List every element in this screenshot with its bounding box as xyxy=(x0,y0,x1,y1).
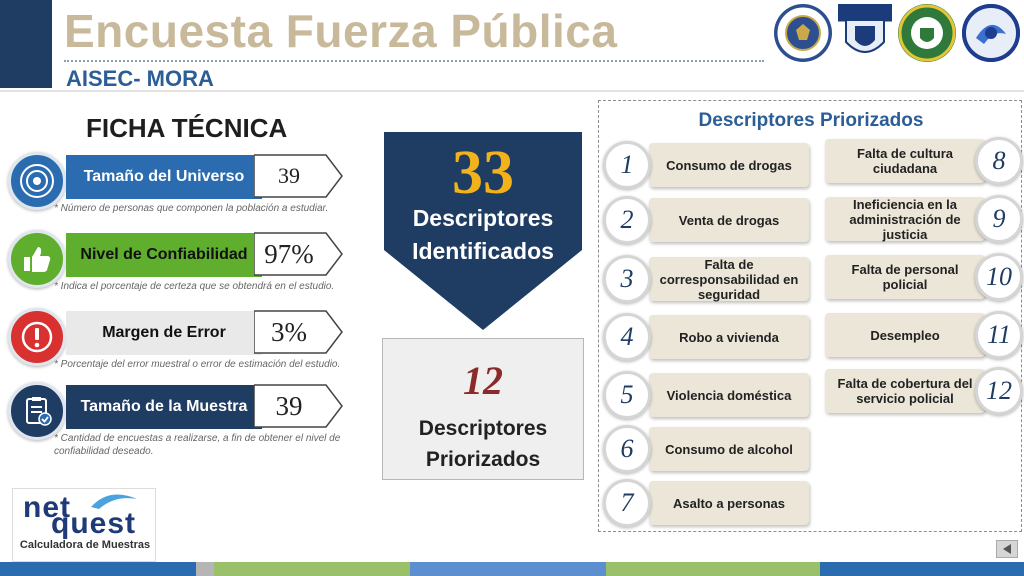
descriptor-label: Desempleo xyxy=(825,313,985,357)
ficha-value: 97% xyxy=(264,238,314,269)
descriptor-item: Consumo de drogas 1 xyxy=(601,141,813,189)
prioritized-label-line1: Descriptores xyxy=(418,417,548,440)
ficha-value-box: 39 xyxy=(254,383,344,429)
ficha-value-box: 39 xyxy=(254,153,344,199)
descriptor-label: Falta de cobertura del servicio policial xyxy=(825,369,985,413)
ficha-row-margen: Margen de Error 3% * Porcentaje del erro… xyxy=(8,308,358,370)
descriptor-number: 2 xyxy=(603,196,651,244)
ficha-tecnica-title: FICHA TÉCNICA xyxy=(86,113,288,143)
aisec-logo xyxy=(962,4,1020,62)
back-arrow-icon xyxy=(1003,544,1011,554)
descriptor-label: Falta de corresponsabilidad en seguridad xyxy=(649,257,809,302)
descriptor-label: Asalto a personas xyxy=(649,481,809,525)
ficha-value: 39 xyxy=(278,163,300,188)
descriptor-item: Falta de cobertura del servicio policial… xyxy=(599,367,1023,415)
footer-color-bar xyxy=(0,562,1024,576)
ficha-value: 3% xyxy=(271,316,307,347)
header-accent-block xyxy=(0,0,52,88)
page-title: Encuesta Fuerza Pública xyxy=(64,5,618,57)
netquest-logo-quest: quest xyxy=(51,507,137,540)
logo-strip xyxy=(774,4,1020,62)
prioritized-count: 12 xyxy=(463,358,503,403)
descriptor-number: 8 xyxy=(975,137,1023,185)
descriptor-label: Venta de drogas xyxy=(649,198,809,242)
header-rule xyxy=(0,90,1024,92)
ficha-label: Nivel de Confiabilidad xyxy=(66,233,262,277)
ficha-note: * Indica el porcentaje de certeza que se… xyxy=(54,281,335,292)
descriptor-number: 4 xyxy=(603,313,651,361)
descriptor-label: Violencia doméstica xyxy=(649,373,809,417)
prioritized-label: Descriptores Priorizados xyxy=(383,413,583,475)
previous-slide-button[interactable] xyxy=(996,540,1018,558)
descriptor-number: 7 xyxy=(603,479,651,527)
descriptor-number: 10 xyxy=(975,253,1023,301)
ficha-note: * Número de personas que componen la pob… xyxy=(54,203,329,214)
ficha-value-box: 3% xyxy=(254,309,344,355)
netquest-caption: Calculadora de Muestras xyxy=(19,539,151,551)
alert-icon xyxy=(8,308,66,366)
descriptor-number: 3 xyxy=(603,255,651,303)
descriptor-number: 9 xyxy=(975,195,1023,243)
ficha-row-universo: Tamaño del Universo 39 * Número de perso… xyxy=(8,152,358,214)
identified-label: Descriptores Identificados xyxy=(384,202,582,268)
descriptor-label: Falta de personal policial xyxy=(825,255,985,299)
netquest-logo-net: net xyxy=(23,491,71,524)
descriptor-label: Falta de cultura ciudadana xyxy=(825,139,985,183)
thumbs-up-icon xyxy=(8,230,66,288)
ficha-value-box: 97% xyxy=(254,231,344,277)
descriptor-item: Desempleo 11 xyxy=(599,311,1023,359)
descriptor-item: Consumo de alcohol 6 xyxy=(601,425,813,473)
panel-title: Descriptores Priorizados xyxy=(698,110,924,131)
descriptor-number: 5 xyxy=(603,371,651,419)
descriptor-item: Violencia doméstica 5 xyxy=(601,371,813,419)
ficha-row-muestra: Tamaño de la Muestra 39 * Cantidad de en… xyxy=(8,382,358,457)
descriptor-number: 6 xyxy=(603,425,651,473)
prioritized-label-line2: Priorizados xyxy=(425,448,541,471)
ficha-note: * Porcentaje del error muestral o error … xyxy=(54,359,341,370)
ficha-value: 39 xyxy=(275,390,303,421)
page-subtitle: AISEC- MORA xyxy=(66,66,214,91)
identified-label-line2: Identificados xyxy=(412,238,554,264)
identified-label-line1: Descriptores xyxy=(412,205,554,231)
descriptor-item: Falta de personal policial 10 xyxy=(599,253,1023,301)
descriptor-item: Robo a vivienda 4 xyxy=(601,313,813,361)
netquest-badge[interactable]: net quest Calculadora de Muestras xyxy=(12,488,156,562)
descriptores-priorizados-panel: Descriptores Priorizados Consumo de drog… xyxy=(598,100,1023,532)
descriptores-priorizados-card: 12 Descriptores Priorizados xyxy=(382,338,584,480)
descriptor-item: Falta de cultura ciudadana 8 xyxy=(599,137,1023,185)
target-icon xyxy=(8,152,66,210)
descriptor-number: 11 xyxy=(975,311,1023,359)
swoosh-icon xyxy=(91,494,137,509)
us-embassy-logo xyxy=(774,4,832,62)
policia-logo xyxy=(898,4,956,62)
descriptor-item: Asalto a personas 7 xyxy=(601,479,813,527)
descriptor-label: Consumo de drogas xyxy=(649,143,809,187)
descriptor-label: Ineficiencia en la administración de jus… xyxy=(825,197,985,242)
descriptor-item: Venta de drogas 2 xyxy=(601,196,813,244)
descriptor-label: Consumo de alcohol xyxy=(649,427,809,471)
clipboard-check-icon xyxy=(8,382,66,440)
ficha-row-confiabilidad: Nivel de Confiabilidad 97% * Indica el p… xyxy=(8,230,358,292)
ficha-label: Tamaño del Universo xyxy=(66,155,262,199)
ficha-label: Tamaño de la Muestra xyxy=(66,385,262,429)
descriptor-number: 12 xyxy=(975,367,1023,415)
ficha-label: Margen de Error xyxy=(66,311,262,355)
title-divider xyxy=(64,60,764,62)
fuerza-publica-logo xyxy=(838,4,892,62)
descriptores-identificados-card: 33 Descriptores Identificados xyxy=(384,132,582,332)
descriptor-item: Falta de corresponsabilidad en seguridad… xyxy=(601,255,813,303)
ficha-note: * Cantidad de encuestas a realizarse, a … xyxy=(54,433,341,457)
descriptor-label: Robo a vivienda xyxy=(649,315,809,359)
identified-count: 33 xyxy=(452,139,514,207)
descriptor-item: Ineficiencia en la administración de jus… xyxy=(599,195,1023,243)
descriptor-number: 1 xyxy=(603,141,651,189)
